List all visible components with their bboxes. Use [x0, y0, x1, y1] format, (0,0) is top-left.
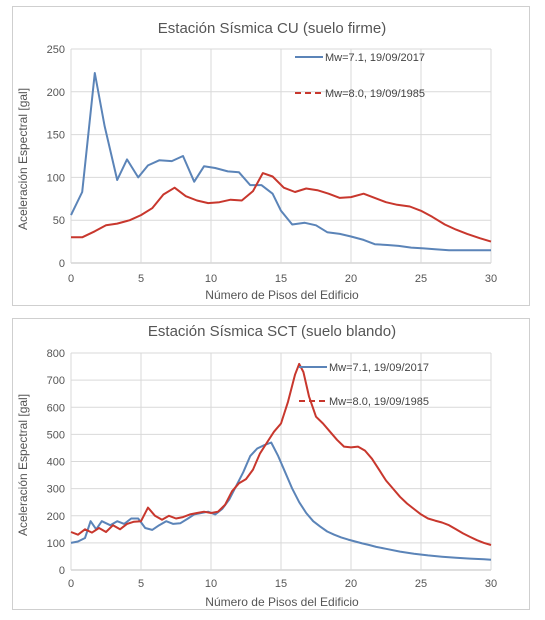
- x-tick-label: 30: [485, 578, 497, 590]
- x-tick-label: 25: [415, 578, 427, 590]
- x-tick-label: 15: [275, 273, 287, 285]
- x-tick-label: 0: [68, 578, 74, 590]
- x-tick-label: 20: [345, 273, 357, 285]
- chart-title: Estación Sísmica SCT (suelo blando): [148, 323, 396, 340]
- chart-panel-sct: Estación Sísmica SCT (suelo blando) 0 100…: [12, 318, 530, 610]
- legend-label: Mw=7.1, 19/09/2017: [325, 52, 425, 64]
- y-tick-label: 700: [47, 375, 65, 387]
- x-tick-label: 5: [138, 578, 144, 590]
- x-tick-label: 0: [68, 273, 74, 285]
- y-tick-label: 150: [47, 130, 65, 142]
- y-tick-label: 600: [47, 402, 65, 414]
- x-tick-label: 5: [138, 273, 144, 285]
- y-tick-label: 200: [47, 87, 65, 99]
- legend-label: Mw=7.1, 19/09/2017: [329, 362, 429, 374]
- y-tick-label: 250: [47, 44, 65, 56]
- y-tick-label: 300: [47, 484, 65, 496]
- y-tick-label: 50: [53, 215, 65, 227]
- x-tick-label: 15: [275, 578, 287, 590]
- x-axis-label: Número de Pisos del Edificio: [205, 595, 359, 609]
- chart-title: Estación Sísmica CU (suelo firme): [158, 20, 386, 37]
- x-tick-label: 20: [345, 578, 357, 590]
- y-axis-label: Aceleración Espectral [gal]: [16, 88, 30, 230]
- y-tick-label: 100: [47, 538, 65, 550]
- y-tick-label: 100: [47, 172, 65, 184]
- series-line-1985: [71, 172, 492, 243]
- legend-label: Mw=8.0, 19/09/1985: [325, 88, 425, 100]
- x-tick-label: 10: [205, 273, 217, 285]
- series-line-1985: [70, 362, 492, 546]
- legend-label: Mw=8.0, 19/09/1985: [329, 396, 429, 408]
- y-tick-label: 800: [47, 348, 65, 360]
- y-tick-label: 0: [59, 565, 65, 577]
- chart-sct-svg: Estación Sísmica SCT (suelo blando) 0100…: [16, 323, 497, 609]
- x-axis-label: Número de Pisos del Edificio: [205, 288, 359, 302]
- y-tick-label: 0: [59, 258, 65, 270]
- x-tick-label: 25: [415, 273, 427, 285]
- chart-panel-cu: Estación Sísmica CU (suelo firme) 0 50 100…: [12, 6, 530, 306]
- chart-cu-svg: Estación Sísmica CU (suelo firme) 050100…: [16, 20, 497, 302]
- y-tick-label: 400: [47, 457, 65, 469]
- y-axis-label: Aceleración Espectral [gal]: [16, 394, 30, 536]
- x-tick-label: 10: [205, 578, 217, 590]
- x-tick-label: 30: [485, 273, 497, 285]
- y-tick-label: 200: [47, 511, 65, 523]
- series-line-2017: [70, 441, 492, 561]
- y-tick-label: 500: [47, 429, 65, 441]
- series-line-2017: [70, 72, 491, 252]
